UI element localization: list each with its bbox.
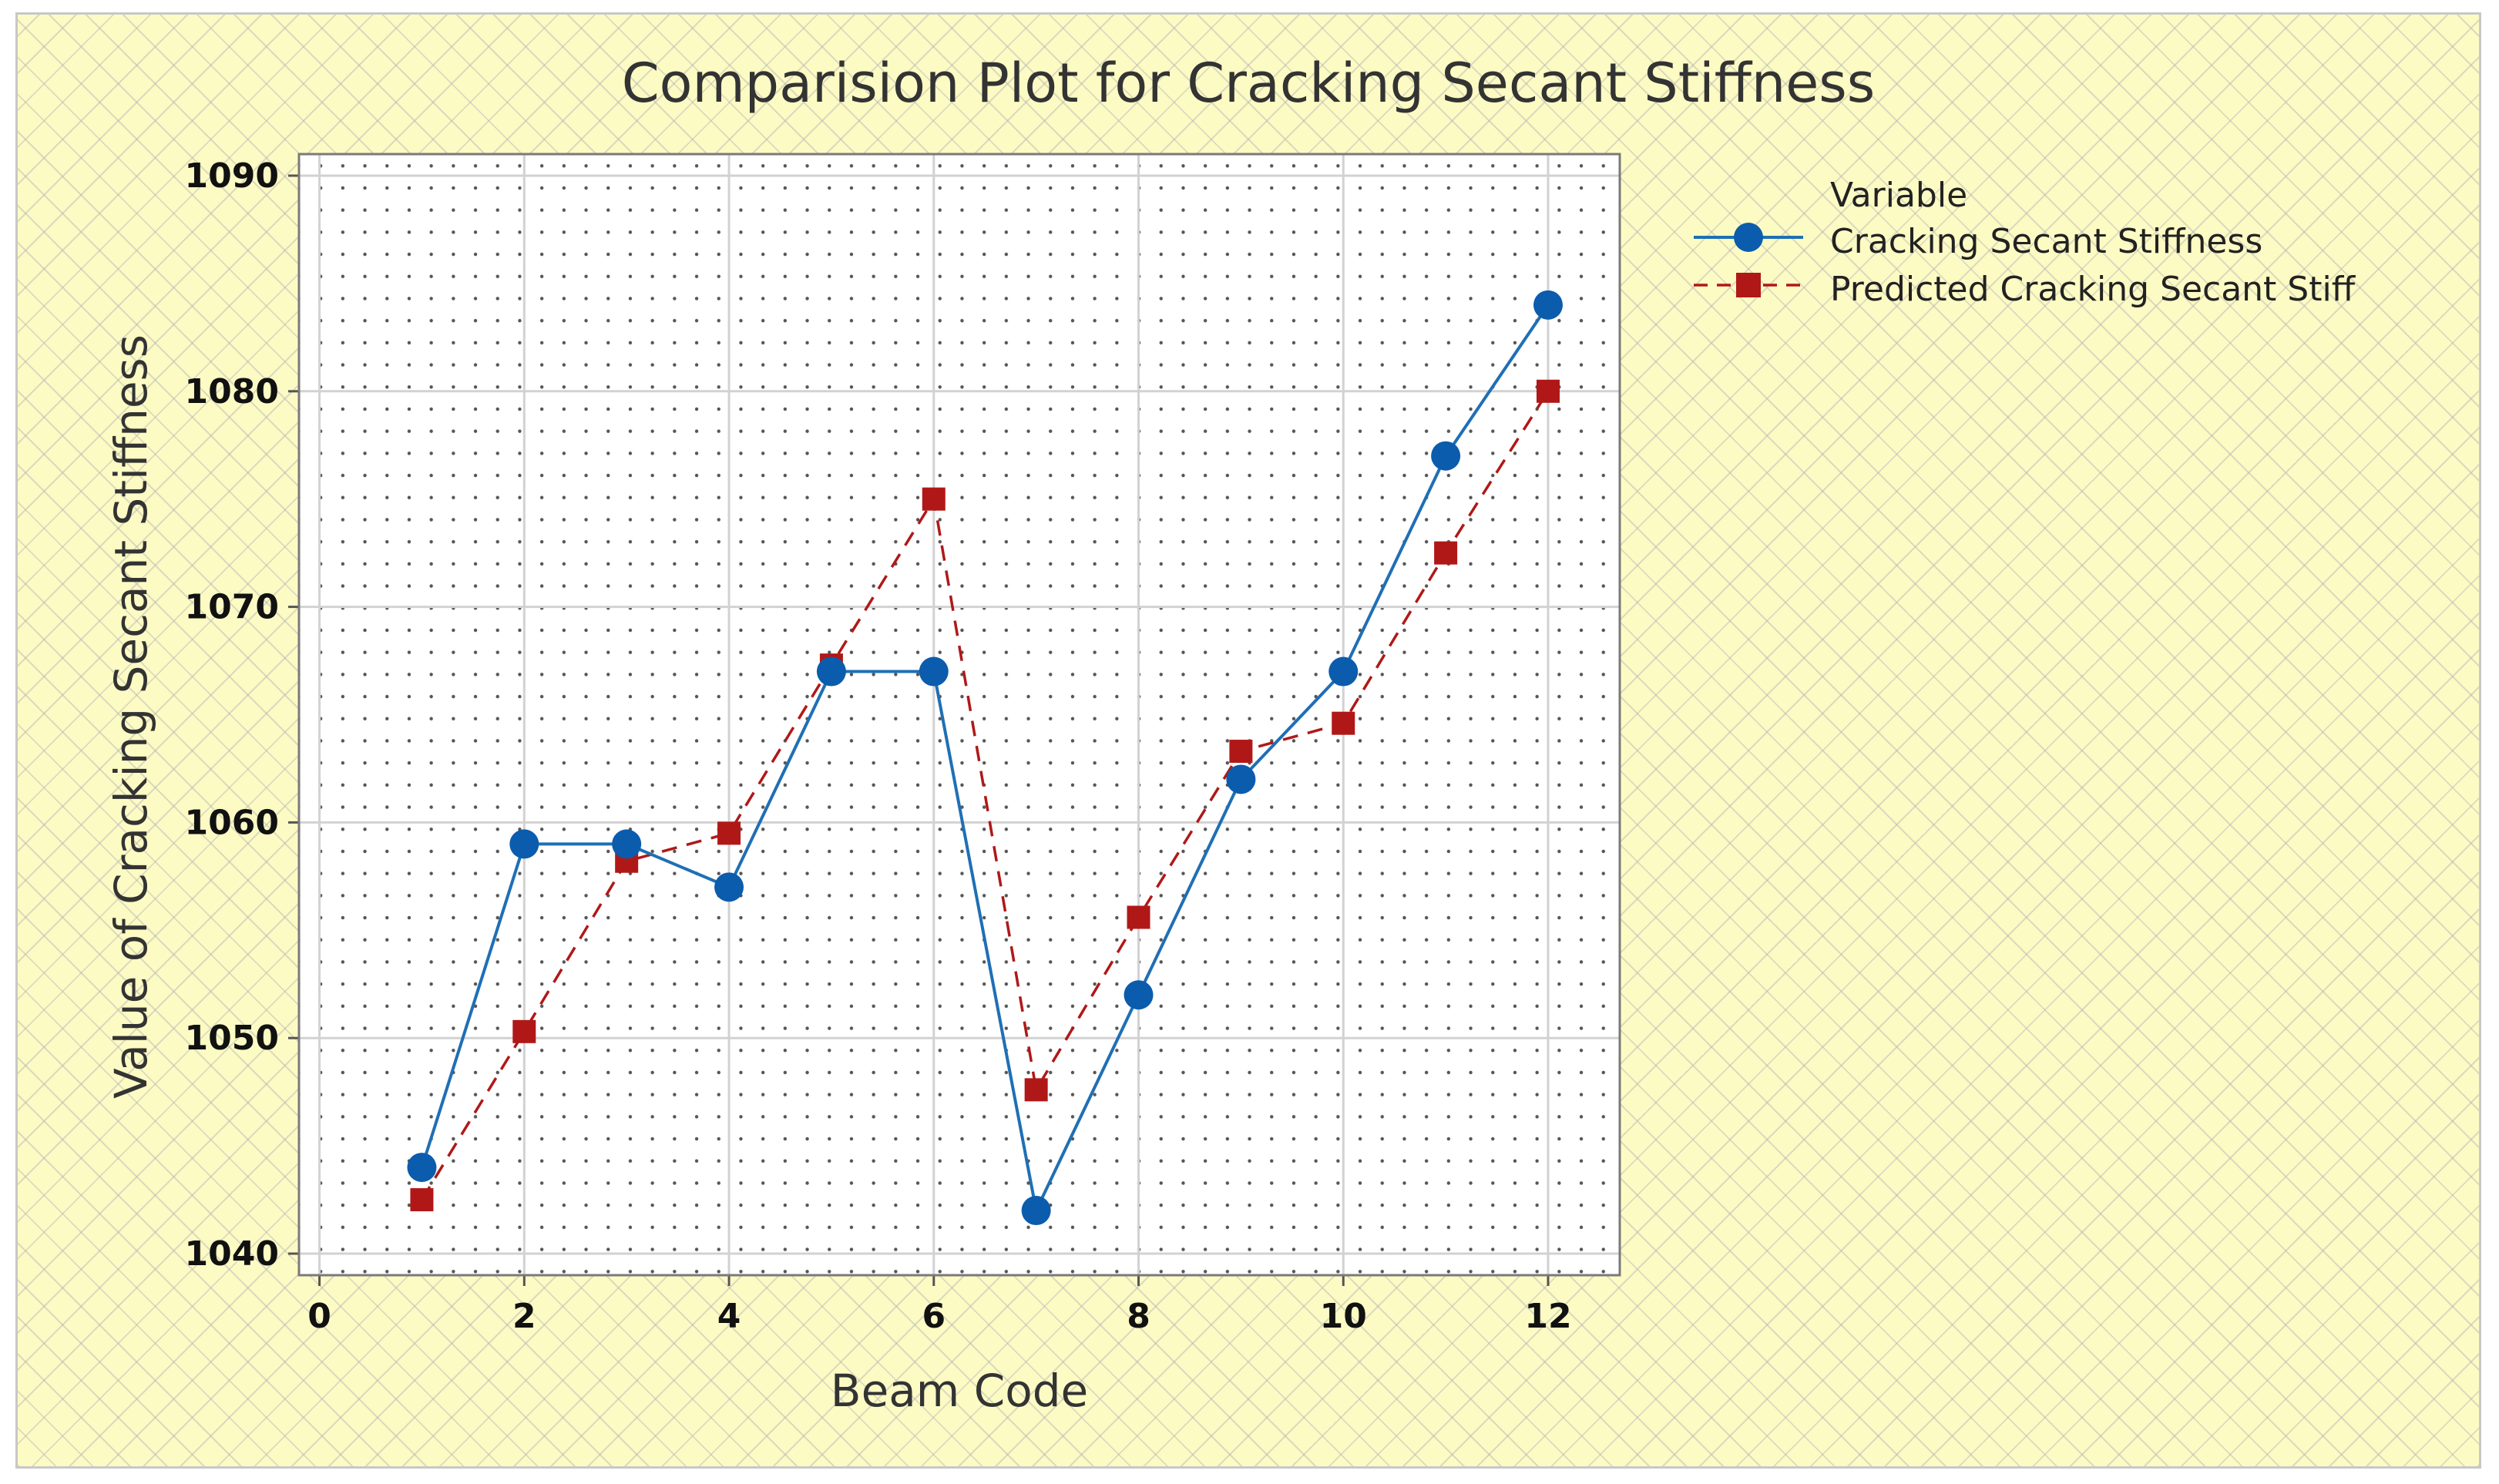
x-tick-label: 0 (307, 1297, 331, 1336)
data-point-actual (1328, 656, 1359, 687)
data-point-actual (919, 656, 949, 687)
legend-label-predicted: Predicted Cracking Secant Stiff (1830, 270, 2356, 309)
data-point-predicted (1434, 541, 1458, 565)
y-tick-label: 1040 (185, 1234, 279, 1274)
data-point-actual (1226, 764, 1256, 794)
legend: Variable Cracking Secant Stiffness Predi… (1694, 176, 2356, 309)
series-line-actual (420, 304, 1550, 1213)
data-point-actual (612, 829, 642, 859)
data-point-predicted (1536, 379, 1560, 403)
x-tick-label: 8 (1127, 1297, 1150, 1336)
data-point-actual (816, 656, 846, 687)
x-axis-label: Beam Code (831, 1365, 1088, 1417)
data-point-actual (1431, 441, 1461, 471)
x-tick-label: 10 (1320, 1297, 1367, 1336)
data-point-actual (714, 872, 744, 902)
series-line-predicted (420, 390, 1550, 1200)
y-tick-label: 1070 (185, 588, 279, 627)
data-point-predicted (1229, 740, 1253, 764)
x-tick-label: 4 (717, 1297, 741, 1336)
data-point-predicted (512, 1019, 536, 1043)
data-point-predicted (717, 821, 741, 845)
axes: 0 2 4 6 8 10 12 1040 1050 1060 1070 1080 1090 (185, 156, 1572, 1336)
chart-title: Comparision Plot for Cracking Secant Sti… (622, 52, 1875, 115)
legend-label-actual: Cracking Secant Stiffness (1830, 222, 2262, 261)
data-point-predicted (922, 487, 946, 511)
x-tick-label: 6 (922, 1297, 946, 1336)
y-tick-label: 1080 (185, 372, 279, 411)
y-tick-label: 1090 (185, 156, 279, 196)
y-tick-label: 1050 (185, 1019, 279, 1058)
data-point-actual (1021, 1196, 1051, 1226)
x-tick-label: 2 (512, 1297, 536, 1336)
legend-marker-predicted (1736, 273, 1761, 297)
legend-marker-actual (1734, 223, 1763, 252)
data-point-predicted (1127, 905, 1150, 929)
data-point-actual (407, 1153, 437, 1183)
data-point-predicted (1332, 711, 1355, 735)
data-point-actual (1533, 290, 1563, 320)
plot-border (297, 153, 1621, 1277)
legend-title: Variable (1830, 176, 1967, 215)
grid-lines (299, 154, 1620, 1275)
plot-dot-pattern (299, 154, 1620, 1275)
y-axis-label: Value of Cracking Secant Stiffness (105, 334, 157, 1099)
data-point-predicted (1024, 1078, 1048, 1102)
data-point-actual (1124, 980, 1154, 1010)
series-layer (407, 290, 1563, 1226)
data-point-actual (509, 829, 539, 859)
y-tick-label: 1060 (185, 803, 279, 842)
x-tick-label: 12 (1524, 1297, 1571, 1336)
data-point-predicted (410, 1188, 434, 1212)
